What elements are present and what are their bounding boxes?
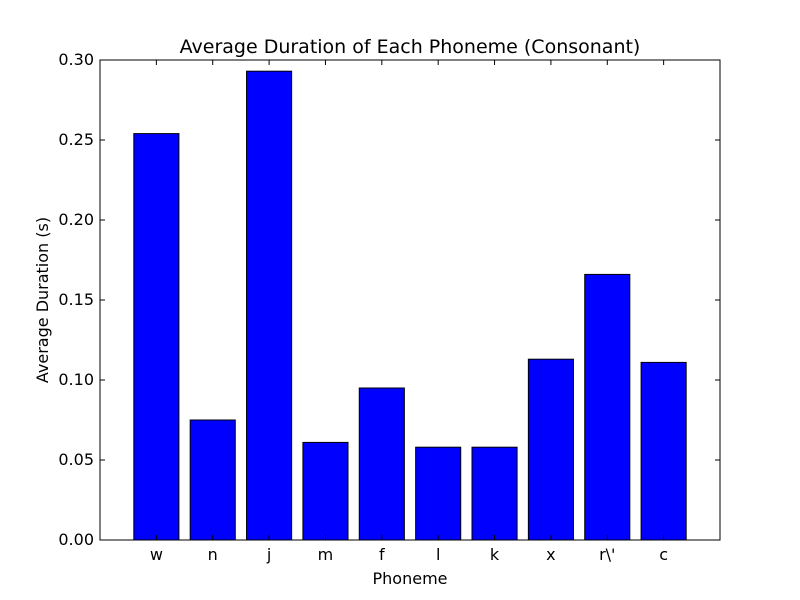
bar-0 [133,133,180,541]
y-axis-label: Average Duration (s) [33,217,52,383]
bar-7 [527,358,574,541]
x-tick-label-7: x [546,545,555,564]
bar-8 [584,273,631,541]
bar-1 [189,419,236,541]
x-tick-label-9: c [659,545,668,564]
bar-4 [358,387,405,541]
chart-title: Average Duration of Each Phoneme (Conson… [180,36,641,58]
bar-9 [640,361,687,541]
x-tick-label-8: r\' [599,545,615,564]
x-tick-label-5: l [436,545,440,564]
x-tick-label-2: j [266,545,271,564]
bar-2 [246,70,293,541]
x-tick-label-3: m [318,545,334,564]
y-tick-label-3: 0.15 [58,290,94,309]
x-tick-label-1: n [208,545,218,564]
x-tick-label-4: f [379,545,385,564]
y-tick-label-6: 0.30 [58,50,94,69]
y-tick-label-2: 0.10 [58,370,94,389]
x-axis-label: Phoneme [373,569,448,588]
y-tick-label-0: 0.00 [58,530,94,549]
bar-5 [415,446,462,541]
bar-3 [302,441,349,541]
plot-area: 0.00 0.05 0.10 0.15 0.20 0.25 0.30 w n j m f l k x r\' c [58,50,721,564]
y-tick-label-5: 0.25 [58,130,94,149]
x-tick-label-6: k [490,545,500,564]
x-tick-label-0: w [150,545,163,564]
bar-6 [471,446,518,541]
y-tick-label-1: 0.05 [58,450,94,469]
y-tick-label-4: 0.20 [58,210,94,229]
